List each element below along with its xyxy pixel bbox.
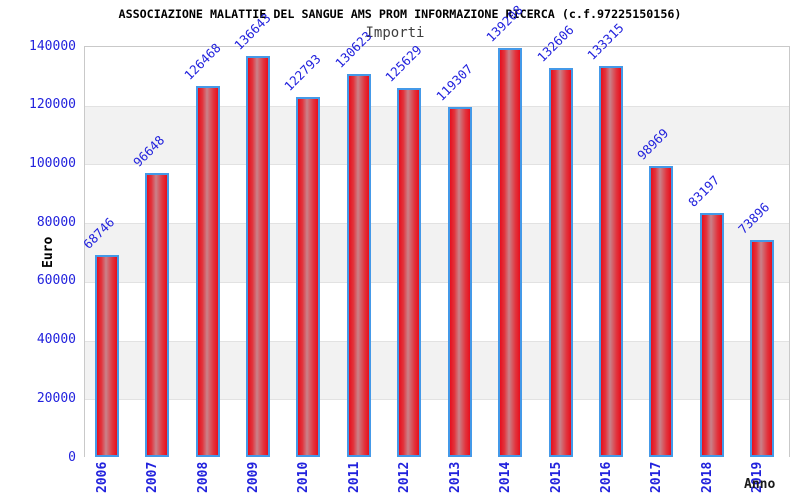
x-tick-label-2013: 2013 — [447, 461, 463, 493]
chart-title: ASSOCIAZIONE MALATTIE DEL SANGUE AMS PRO… — [118, 7, 682, 21]
y-tick-label: 140000 — [29, 38, 76, 54]
bar-2011 — [346, 73, 371, 457]
x-tick-label-2010: 2010 — [296, 461, 312, 493]
bar-2007 — [145, 173, 170, 457]
grid-band — [85, 164, 789, 224]
plot-area — [84, 46, 790, 458]
y-tick-label: 40000 — [36, 332, 76, 348]
bar-2009 — [245, 55, 270, 457]
bar-2017 — [649, 166, 674, 457]
bar-2018 — [699, 212, 724, 457]
grid-band — [85, 281, 789, 341]
bar-2010 — [296, 96, 321, 457]
bar-2014 — [498, 48, 523, 457]
bar-2006 — [94, 255, 119, 457]
x-tick-label-2016: 2016 — [598, 461, 614, 493]
bar-2013 — [447, 106, 472, 457]
x-axis-title: Anno — [744, 477, 776, 492]
y-tick-label: 0 — [68, 449, 76, 465]
grid-band — [85, 223, 789, 282]
x-tick-label-2006: 2006 — [94, 461, 110, 493]
x-tick-label-2012: 2012 — [397, 461, 413, 493]
bar-2008 — [195, 85, 220, 457]
x-tick-label-2011: 2011 — [346, 461, 362, 493]
x-tick-label-2015: 2015 — [548, 461, 564, 493]
bar-2012 — [397, 88, 422, 457]
y-tick-label: 100000 — [29, 155, 76, 171]
y-axis-title: Euro — [41, 236, 56, 268]
grid-band — [85, 399, 789, 458]
x-tick-label-2018: 2018 — [699, 461, 715, 493]
y-tick-label: 120000 — [29, 97, 76, 113]
y-tick-label: 60000 — [36, 273, 76, 289]
x-tick-label-2007: 2007 — [145, 461, 161, 493]
bar-2016 — [598, 65, 623, 457]
x-tick-label-2014: 2014 — [498, 461, 514, 493]
bar-2019 — [750, 240, 775, 457]
chart-subtitle: Importi — [365, 25, 425, 41]
y-tick-label: 80000 — [36, 214, 76, 230]
bar-2015 — [548, 67, 573, 457]
y-tick-label: 20000 — [36, 390, 76, 406]
x-tick-label-2009: 2009 — [245, 461, 261, 493]
x-tick-label-2017: 2017 — [649, 461, 665, 493]
grid-band — [85, 105, 789, 165]
grid-band — [85, 340, 789, 400]
x-tick-label-2008: 2008 — [195, 461, 211, 493]
